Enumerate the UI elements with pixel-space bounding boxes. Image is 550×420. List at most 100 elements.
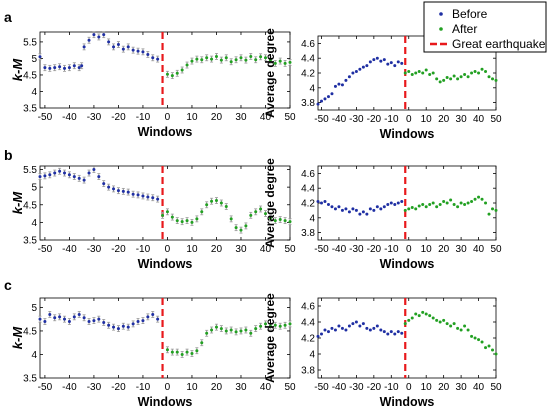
point-after bbox=[219, 327, 223, 331]
point-before bbox=[116, 327, 120, 331]
point-before bbox=[97, 317, 101, 321]
x-tick-label: -10 bbox=[384, 114, 399, 125]
y-tick-label: 4.6 bbox=[301, 302, 315, 313]
y-tick-label: 4 bbox=[309, 350, 315, 361]
point-after bbox=[438, 202, 442, 206]
point-after bbox=[249, 213, 253, 217]
x-tick-label: 50 bbox=[284, 244, 296, 255]
point-before bbox=[92, 33, 96, 37]
point-after bbox=[229, 217, 233, 221]
x-tick-label: -40 bbox=[332, 114, 347, 125]
point-before bbox=[53, 66, 57, 70]
point-before bbox=[72, 64, 76, 68]
point-before bbox=[87, 38, 91, 42]
point-after bbox=[484, 70, 488, 74]
point-after bbox=[470, 200, 474, 204]
point-before bbox=[48, 173, 52, 177]
point-after bbox=[459, 75, 463, 79]
point-after bbox=[456, 77, 460, 81]
y-tick-label: 5 bbox=[31, 183, 37, 194]
point-before bbox=[107, 40, 111, 44]
point-after bbox=[239, 228, 243, 232]
x-tick-label: -10 bbox=[136, 244, 151, 255]
point-after bbox=[428, 202, 432, 206]
point-after bbox=[170, 350, 174, 354]
point-before bbox=[112, 45, 116, 49]
point-before bbox=[126, 45, 130, 49]
x-axis-label: Windows bbox=[380, 127, 435, 141]
y-tick-label: 4.2 bbox=[301, 334, 315, 345]
x-tick-label: -20 bbox=[111, 112, 126, 123]
panel-c-left: c -50 -40 -30 -20 -10 0 10 20 30 40 50 3.5 4 4.5 5 Windo… bbox=[4, 277, 296, 409]
point-after bbox=[263, 212, 267, 216]
point-after bbox=[477, 338, 481, 342]
point-after bbox=[407, 207, 411, 211]
point-after bbox=[244, 224, 248, 228]
x-tick-label: -10 bbox=[384, 244, 399, 255]
point-after bbox=[431, 201, 435, 205]
point-after bbox=[442, 78, 446, 82]
point-before bbox=[379, 59, 383, 63]
point-after bbox=[484, 346, 488, 350]
point-after bbox=[249, 54, 253, 58]
point-before bbox=[82, 45, 86, 49]
point-after bbox=[403, 208, 407, 212]
point-before bbox=[323, 328, 327, 332]
point-after bbox=[403, 322, 407, 326]
point-before bbox=[67, 173, 71, 177]
legend: Before After Great earthquake bbox=[423, 1, 547, 53]
point-after bbox=[421, 202, 425, 206]
y-tick-label: 4 bbox=[31, 87, 37, 98]
x-tick-label: 40 bbox=[473, 114, 485, 125]
point-before bbox=[351, 71, 355, 75]
x-tick-label: 10 bbox=[421, 114, 433, 125]
point-after bbox=[449, 77, 453, 81]
x-tick-label: -10 bbox=[136, 382, 151, 393]
point-before bbox=[43, 320, 47, 324]
point-after bbox=[435, 77, 439, 81]
point-before bbox=[67, 66, 71, 70]
point-before bbox=[97, 35, 101, 39]
point-before bbox=[112, 325, 116, 329]
point-after bbox=[288, 220, 292, 224]
point-before bbox=[38, 175, 42, 179]
x-tick-label: -20 bbox=[367, 244, 382, 255]
point-after bbox=[200, 210, 204, 214]
y-axis-label: k-M bbox=[10, 191, 25, 215]
x-tick-label: -20 bbox=[367, 382, 382, 393]
point-after bbox=[421, 71, 425, 75]
legend-label-after: After bbox=[452, 22, 477, 36]
point-after bbox=[410, 72, 414, 76]
axes-frame-a-left bbox=[39, 31, 291, 109]
point-before bbox=[365, 326, 369, 330]
point-after bbox=[234, 58, 238, 62]
x-tick-label: 40 bbox=[473, 382, 485, 393]
point-before bbox=[126, 325, 130, 329]
point-after bbox=[407, 318, 411, 322]
point-after bbox=[410, 316, 414, 320]
point-before bbox=[347, 210, 351, 214]
point-before bbox=[330, 205, 334, 209]
point-after bbox=[273, 61, 277, 65]
x-axis-label: Windows bbox=[138, 257, 193, 271]
y-axis-label: Average degree bbox=[263, 28, 277, 118]
point-after bbox=[180, 68, 184, 72]
point-after bbox=[195, 57, 199, 61]
point-before bbox=[344, 328, 348, 332]
x-tick-label: -10 bbox=[384, 382, 399, 393]
point-before bbox=[58, 169, 62, 173]
point-after bbox=[219, 201, 223, 205]
point-before bbox=[77, 312, 81, 316]
point-before bbox=[358, 324, 362, 328]
y-axis-label: Average degree bbox=[263, 293, 277, 383]
point-before bbox=[400, 200, 404, 204]
point-after bbox=[410, 205, 414, 209]
point-before bbox=[116, 189, 120, 193]
point-before bbox=[67, 320, 71, 324]
panel-a-left: a -50 -40 -30 -20 -10 0 10 20 30 40 50 3.5 4 4.5 5 5.5 Wi… bbox=[4, 9, 296, 139]
point-after bbox=[234, 330, 238, 334]
y-tick-label: 4.4 bbox=[301, 318, 315, 329]
point-after bbox=[487, 75, 491, 79]
x-tick-label: 20 bbox=[211, 382, 223, 393]
